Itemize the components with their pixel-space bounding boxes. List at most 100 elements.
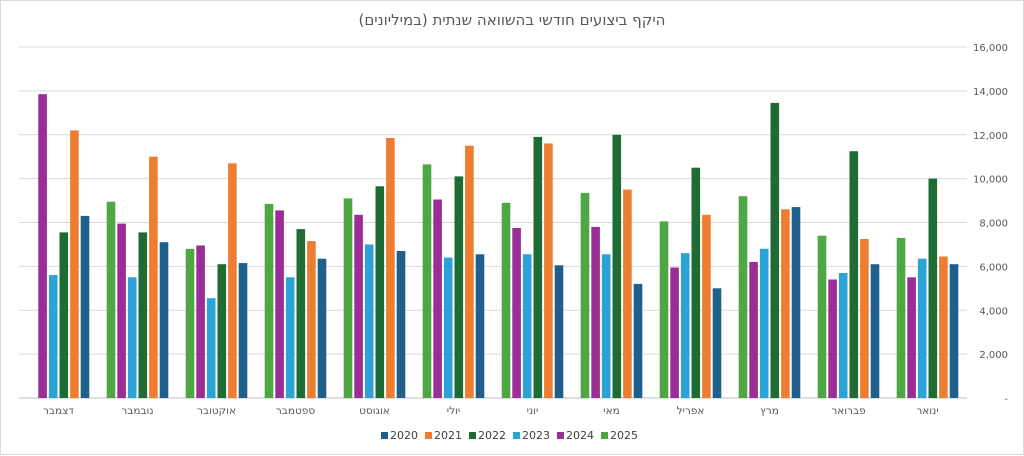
bar-2025-9 xyxy=(264,203,274,398)
bar-2020-9 xyxy=(317,258,327,398)
bar-2021-8 xyxy=(386,138,395,398)
bar-2020-5 xyxy=(633,283,643,398)
x-tick-label: אוקטובר xyxy=(197,405,236,417)
bar-2024-3 xyxy=(749,262,758,398)
bar-2024-10 xyxy=(196,245,205,398)
x-tick-label: ספטמבר xyxy=(276,405,315,417)
y-tick-label: 4,000 xyxy=(979,306,1008,317)
bar-2020-7 xyxy=(475,254,485,398)
x-tick-label: מרץ xyxy=(760,405,779,417)
legend-label-2024: 2024 xyxy=(566,429,594,442)
x-tick-label: יוני xyxy=(527,405,539,417)
bar-2023-7 xyxy=(443,257,453,398)
y-tick-label: 12,000 xyxy=(973,131,1008,142)
bar-2025-5 xyxy=(580,192,590,398)
bar-2022-1 xyxy=(928,178,938,398)
bar-2020-11 xyxy=(159,242,169,398)
bar-2025-10 xyxy=(185,248,195,398)
x-tick-label: יולי xyxy=(447,405,461,417)
bar-2021-12 xyxy=(70,130,79,398)
bar-2020-3 xyxy=(791,207,801,398)
legend-swatch-2022 xyxy=(469,432,476,439)
bar-2025-4 xyxy=(659,221,669,398)
bar-2020-2 xyxy=(870,264,880,398)
bar-2023-11 xyxy=(127,277,137,398)
bar-2024-5 xyxy=(591,226,600,398)
bar-2023-3 xyxy=(759,248,769,398)
bar-2023-4 xyxy=(680,253,690,398)
bar-2020-8 xyxy=(396,251,406,398)
bar-2022-11 xyxy=(138,232,148,398)
legend-label-2025: 2025 xyxy=(610,429,638,442)
bar-2024-6 xyxy=(512,228,521,398)
bar-2023-12 xyxy=(48,275,58,398)
bar-2022-9 xyxy=(296,229,306,398)
bar-2020-12 xyxy=(80,215,90,398)
legend-swatch-2020 xyxy=(381,432,388,439)
y-tick-label: 6,000 xyxy=(979,262,1008,273)
bar-2023-9 xyxy=(285,277,295,398)
legend: 2020 2021 2022 2023 2024 2025 xyxy=(381,429,638,442)
bar-2022-4 xyxy=(691,167,701,398)
bar-2025-3 xyxy=(738,196,748,398)
bar-2025-1 xyxy=(896,237,906,398)
y-tick-label: 2,000 xyxy=(979,350,1008,361)
bar-2021-3 xyxy=(781,209,790,398)
x-tick-label: מאי xyxy=(603,405,620,417)
bar-2020-6 xyxy=(554,265,564,398)
bar-2023-10 xyxy=(206,298,216,398)
bar-2021-7 xyxy=(465,145,474,398)
bar-2025-8 xyxy=(343,198,353,398)
x-tick-label: דצמבר xyxy=(43,405,74,417)
legend-swatch-2021 xyxy=(425,432,432,439)
bar-2024-1 xyxy=(907,277,916,398)
legend-swatch-2023 xyxy=(513,432,520,439)
bar-2024-2 xyxy=(828,279,837,398)
bar-2021-1 xyxy=(939,256,948,398)
x-tick-label: פברואר xyxy=(831,405,865,417)
y-tick-label: 8,000 xyxy=(979,219,1008,230)
bar-2021-6 xyxy=(544,143,553,398)
bar-2023-1 xyxy=(917,258,927,398)
bar-2024-9 xyxy=(275,210,284,398)
bar-2025-2 xyxy=(817,235,827,398)
bar-2023-8 xyxy=(364,244,374,398)
bar-2024-12 xyxy=(38,94,47,398)
bar-2022-5 xyxy=(612,134,622,399)
bar-2022-7 xyxy=(454,176,464,398)
x-tick-label: נובמבר xyxy=(121,405,153,417)
legend-swatch-2024 xyxy=(557,432,564,439)
bar-2023-6 xyxy=(522,254,532,398)
legend-label-2020: 2020 xyxy=(390,429,418,442)
bar-2020-10 xyxy=(238,263,248,398)
chart-title: היקף ביצועים חודשי בהשוואה שנתית (במיליו… xyxy=(358,11,666,29)
bar-2025-6 xyxy=(501,202,511,398)
y-tick-label: 16,000 xyxy=(973,43,1008,54)
bar-2021-10 xyxy=(228,163,237,398)
bar-2022-2 xyxy=(849,151,859,398)
legend-swatch-2025 xyxy=(601,432,608,439)
gridlines xyxy=(19,46,967,399)
bar-2023-2 xyxy=(838,273,848,398)
y-tick-label: 10,000 xyxy=(973,175,1008,186)
y-tick-label: - xyxy=(1004,394,1008,405)
bar-2021-5 xyxy=(623,189,632,398)
bar-2022-3 xyxy=(770,102,780,399)
bar-2022-6 xyxy=(533,136,543,398)
bar-2021-11 xyxy=(149,156,158,398)
bar-2023-5 xyxy=(601,254,611,398)
bar-2020-1 xyxy=(949,264,959,398)
legend-label-2022: 2022 xyxy=(478,429,506,442)
bar-2022-10 xyxy=(217,264,227,398)
bar-2024-4 xyxy=(670,267,679,398)
bar-2021-2 xyxy=(860,239,869,398)
bars xyxy=(38,94,959,399)
legend-label-2023: 2023 xyxy=(522,429,550,442)
bar-2024-11 xyxy=(117,223,126,398)
bar-2025-7 xyxy=(422,164,432,398)
x-tick-label: אוגוסט xyxy=(359,405,390,417)
bar-2024-7 xyxy=(433,199,442,398)
bar-2022-8 xyxy=(375,186,385,398)
